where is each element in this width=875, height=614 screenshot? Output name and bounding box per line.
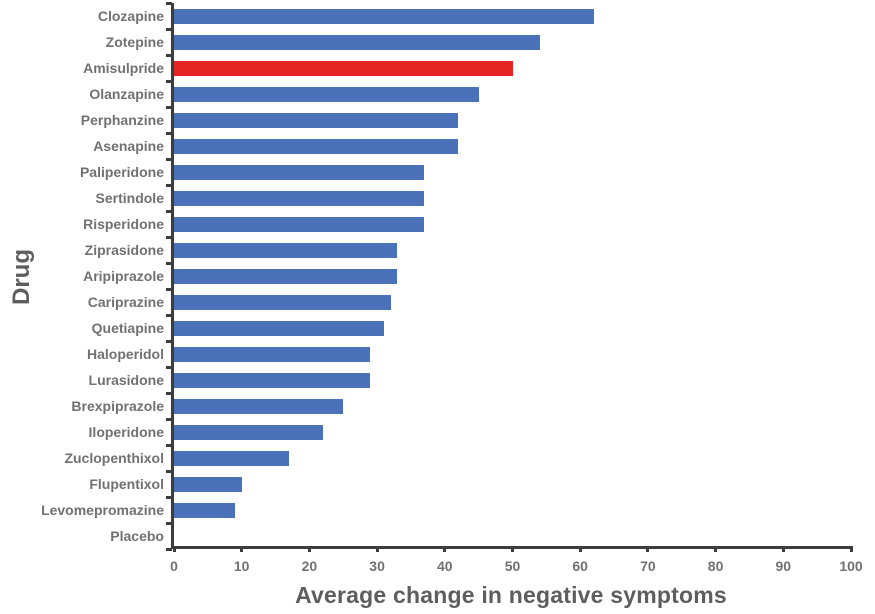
x-tick <box>240 546 244 552</box>
category-label-paliperidone: Paliperidone <box>79 164 164 180</box>
category-label-perphanzine: Perphanzine <box>80 112 164 128</box>
y-tick <box>166 53 172 57</box>
category-label-iloperidone: Iloperidone <box>88 424 164 440</box>
plot-area <box>171 3 851 549</box>
bar-aripiprazole <box>174 268 398 284</box>
bar-olanzapine <box>174 86 479 102</box>
y-tick <box>166 131 172 135</box>
category-label-asenapine: Asenapine <box>93 138 164 154</box>
x-tick-label-50: 50 <box>504 558 521 574</box>
category-label-brexpiprazole: Brexpiprazole <box>71 398 164 414</box>
bar-haloperidol <box>174 346 371 362</box>
y-tick <box>166 183 172 187</box>
y-tick <box>166 1 172 5</box>
x-axis-title: Average change in negative symptoms <box>295 582 727 608</box>
bar-brexpiprazole <box>174 398 344 414</box>
y-tick <box>166 469 172 473</box>
x-tick-label-20: 20 <box>301 558 318 574</box>
bar-lurasidone <box>174 372 371 388</box>
x-tick <box>375 546 379 552</box>
bar-ziprasidone <box>174 242 398 258</box>
bar-perphanzine <box>174 112 459 128</box>
x-tick-label-80: 80 <box>707 558 724 574</box>
category-label-ziprasidone: Ziprasidone <box>84 242 164 258</box>
category-label-clozapine: Clozapine <box>97 8 164 24</box>
y-tick <box>166 443 172 447</box>
y-tick <box>166 495 172 499</box>
y-tick <box>166 547 172 551</box>
x-tick-label-100: 100 <box>839 558 863 574</box>
x-tick <box>781 546 785 552</box>
bar-zuclopenthixol <box>174 450 290 466</box>
y-tick <box>166 391 172 395</box>
y-tick <box>166 417 172 421</box>
x-tick <box>511 546 514 552</box>
category-label-amisulpride: Amisulpride <box>83 60 164 76</box>
y-tick <box>166 521 172 525</box>
category-label-sertindole: Sertindole <box>95 190 164 206</box>
x-tick <box>849 546 853 552</box>
bar-levomepromazine <box>174 502 235 518</box>
y-tick <box>166 209 172 213</box>
y-tick <box>166 365 172 369</box>
x-tick <box>172 546 176 552</box>
y-tick <box>166 339 172 343</box>
bar-asenapine <box>174 138 459 154</box>
x-tick-label-0: 0 <box>170 558 178 574</box>
bar-amisulpride <box>174 60 513 76</box>
x-tick <box>443 546 447 552</box>
x-tick-label-70: 70 <box>640 558 656 574</box>
y-tick <box>166 235 172 239</box>
category-label-lurasidone: Lurasidone <box>88 372 164 388</box>
x-tick-label-40: 40 <box>437 558 453 574</box>
category-label-quetiapine: Quetiapine <box>91 320 164 336</box>
bar-clozapine <box>174 8 594 24</box>
bar-sertindole <box>174 190 425 206</box>
bar-quetiapine <box>174 320 384 336</box>
category-label-aripiprazole: Aripiprazole <box>83 268 164 284</box>
category-label-zuclopenthixol: Zuclopenthixol <box>64 450 164 466</box>
x-tick <box>307 546 311 552</box>
category-label-risperidone: Risperidone <box>83 216 164 232</box>
category-label-placebo: Placebo <box>110 528 164 544</box>
bar-cariprazine <box>174 294 391 310</box>
bar-iloperidone <box>174 424 323 440</box>
y-tick <box>166 261 172 265</box>
y-tick <box>166 105 172 109</box>
category-label-haloperidol: Haloperidol <box>86 346 164 362</box>
y-tick <box>166 79 172 83</box>
x-tick-label-60: 60 <box>572 558 588 574</box>
category-label-flupentixol: Flupentixol <box>89 476 164 492</box>
x-tick-label-10: 10 <box>233 558 250 574</box>
y-tick <box>166 157 172 161</box>
category-label-cariprazine: Cariprazine <box>87 294 164 310</box>
x-tick <box>714 546 718 552</box>
category-label-olanzapine: Olanzapine <box>89 86 164 102</box>
x-tick <box>646 546 650 552</box>
bar-zotepine <box>174 34 540 50</box>
category-label-levomepromazine: Levomepromazine <box>41 502 164 518</box>
x-tick-label-30: 30 <box>369 558 385 574</box>
bar-flupentixol <box>174 476 242 492</box>
y-tick <box>166 27 172 31</box>
category-label-zotepine: Zotepine <box>105 34 164 50</box>
bar-risperidone <box>174 216 425 232</box>
y-tick <box>166 287 172 291</box>
bar-paliperidone <box>174 164 425 180</box>
y-tick <box>166 313 172 317</box>
x-tick-label-90: 90 <box>775 558 792 574</box>
x-tick <box>578 546 582 552</box>
